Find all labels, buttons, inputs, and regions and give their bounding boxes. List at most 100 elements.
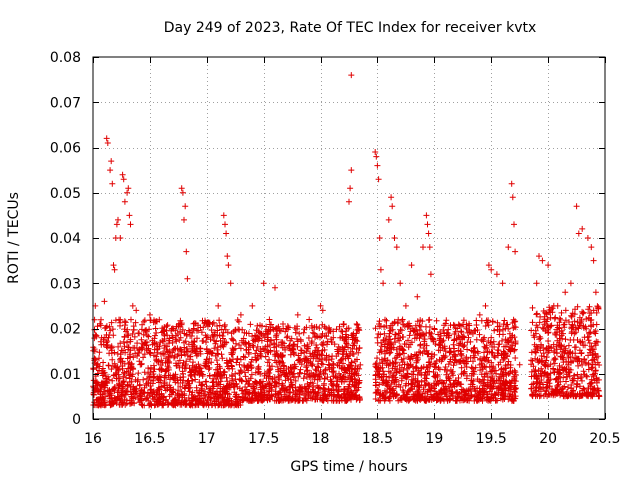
data-point	[230, 328, 237, 335]
data-point	[339, 344, 346, 351]
data-point	[386, 374, 393, 381]
data-point	[336, 363, 343, 369]
data-point	[297, 357, 303, 364]
data-point	[173, 338, 180, 345]
data-point	[330, 360, 336, 367]
data-point	[575, 362, 582, 369]
data-point	[373, 360, 380, 367]
data-point	[381, 330, 388, 337]
data-point	[205, 391, 212, 398]
data-point	[306, 382, 313, 389]
data-point	[265, 394, 271, 401]
data-point	[445, 361, 452, 368]
data-point	[379, 360, 386, 367]
data-point	[98, 316, 104, 323]
data-point	[140, 389, 147, 396]
data-point	[120, 176, 127, 183]
data-point	[492, 397, 499, 404]
data-point	[418, 365, 424, 372]
data-point	[350, 382, 357, 389]
data-point	[234, 317, 241, 323]
data-point	[489, 367, 496, 374]
data-point	[304, 359, 311, 366]
data-point	[511, 347, 518, 354]
data-point	[222, 221, 228, 228]
data-point	[319, 392, 326, 399]
data-point	[427, 363, 434, 369]
data-point	[476, 311, 483, 318]
data-point	[457, 348, 464, 355]
data-point	[276, 373, 283, 380]
data-point	[424, 221, 431, 228]
data-point	[402, 373, 408, 380]
data-point	[568, 313, 575, 320]
data-point	[539, 257, 546, 264]
data-point	[117, 319, 124, 326]
data-point	[588, 244, 595, 251]
data-point	[107, 167, 114, 174]
data-point	[575, 230, 582, 237]
data-point	[303, 397, 310, 404]
data-point	[376, 318, 383, 325]
data-point	[374, 334, 381, 341]
data-point	[186, 380, 193, 387]
data-point	[166, 335, 173, 342]
data-point	[319, 361, 326, 368]
data-point	[210, 395, 217, 402]
data-point	[296, 387, 303, 394]
data-point	[267, 373, 273, 380]
data-point	[216, 332, 223, 339]
data-point	[505, 358, 512, 365]
data-point	[502, 380, 509, 387]
data-point	[200, 391, 207, 397]
data-point	[160, 394, 167, 401]
data-point	[257, 322, 263, 329]
data-point	[301, 370, 308, 377]
x-axis-label: GPS time / hours	[290, 459, 407, 475]
data-point	[319, 341, 325, 348]
data-point	[294, 311, 301, 318]
data-point	[145, 333, 152, 340]
data-point	[377, 365, 384, 372]
data-point	[228, 349, 235, 356]
data-point	[374, 162, 381, 169]
data-point	[346, 370, 353, 377]
data-point	[267, 366, 274, 373]
data-point	[125, 365, 132, 372]
data-point	[459, 395, 466, 402]
x-tick-labels: 16 16.5 17 17.5 18 18.5 19 19.5 20 20.5	[84, 431, 621, 447]
data-point	[450, 341, 457, 348]
data-point	[271, 340, 278, 347]
data-point	[214, 373, 221, 380]
data-point	[213, 388, 220, 395]
data-point	[394, 352, 401, 359]
data-point	[497, 359, 504, 366]
data-point	[376, 370, 383, 377]
data-point	[153, 391, 160, 398]
data-point	[158, 351, 164, 357]
data-point	[381, 324, 388, 330]
data-point	[220, 212, 227, 219]
data-point	[103, 135, 110, 142]
data-point	[580, 309, 587, 316]
data-point	[205, 366, 212, 373]
data-point	[414, 378, 421, 385]
data-point	[308, 360, 314, 367]
data-point	[207, 385, 214, 392]
data-point	[128, 316, 134, 323]
data-point	[151, 339, 157, 346]
data-point	[276, 397, 283, 404]
data-point	[97, 388, 104, 395]
data-point	[303, 324, 310, 331]
data-point	[166, 387, 173, 394]
data-point	[181, 216, 187, 223]
data-point	[545, 262, 552, 269]
data-point	[512, 324, 519, 331]
data-point	[106, 395, 113, 402]
data-point	[379, 391, 386, 398]
data-point	[93, 385, 100, 392]
data-point	[374, 355, 380, 362]
data-point	[338, 328, 345, 334]
data-point	[279, 339, 286, 346]
data-point	[471, 348, 477, 355]
